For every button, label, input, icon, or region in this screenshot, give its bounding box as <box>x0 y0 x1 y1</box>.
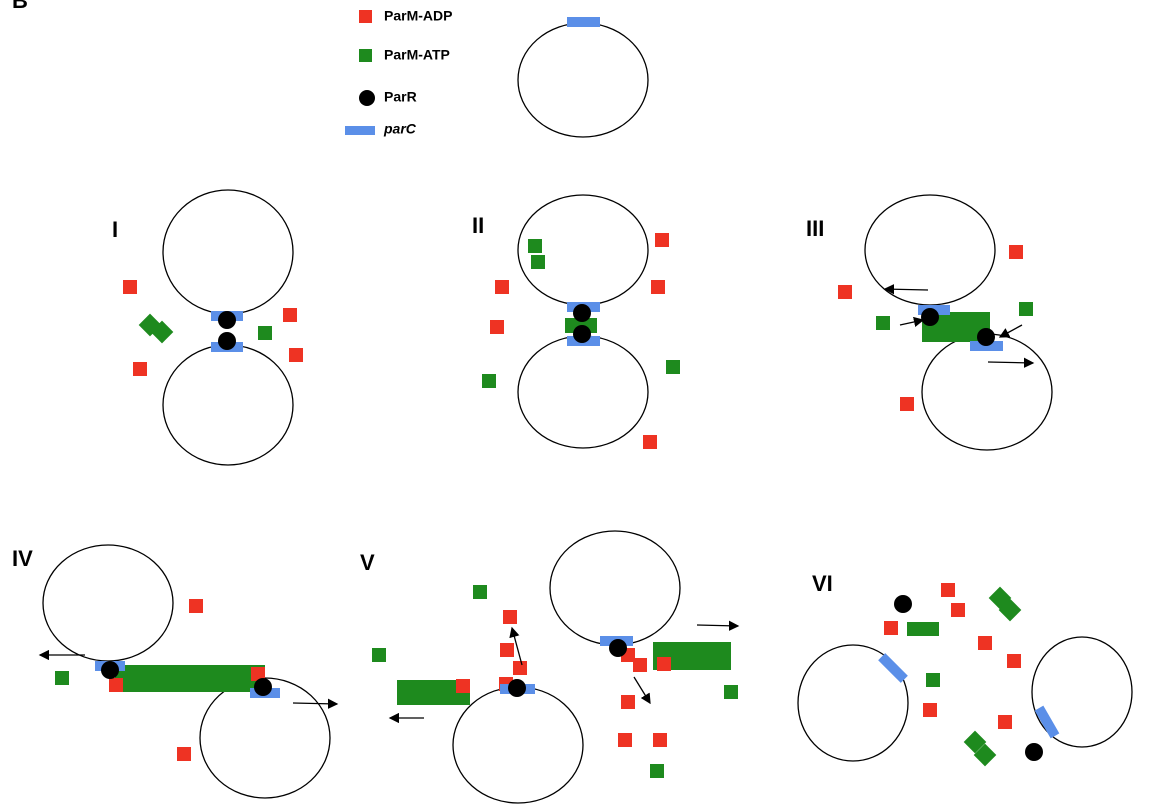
parc-site <box>567 17 600 27</box>
parm-atp <box>482 374 496 388</box>
plasmid <box>163 345 293 465</box>
parm-adp <box>500 643 514 657</box>
plasmid <box>518 336 648 448</box>
plasmid <box>163 190 293 314</box>
parm-adp <box>123 280 137 294</box>
parm-adp <box>923 703 937 717</box>
plasmid <box>518 23 648 137</box>
parc-site <box>1035 706 1060 739</box>
parr <box>508 679 526 697</box>
arrow <box>1000 325 1022 337</box>
parm-adp <box>289 348 303 362</box>
parm-atp <box>650 764 664 778</box>
stage-label: I <box>112 217 118 242</box>
arrow <box>697 625 738 626</box>
parm-adp <box>1009 245 1023 259</box>
parm-adp <box>621 695 635 709</box>
parm-adp <box>503 610 517 624</box>
parm-adp <box>133 362 147 376</box>
parm-atp <box>473 585 487 599</box>
parm-atp <box>1019 302 1033 316</box>
legend-swatch <box>359 10 372 23</box>
parr <box>218 311 236 329</box>
parm-adp <box>189 599 203 613</box>
parm-atp <box>724 685 738 699</box>
parm-atp-filament <box>907 622 939 636</box>
parr <box>101 661 119 679</box>
parm-atp <box>372 648 386 662</box>
legend-label: ParM-ATP <box>384 47 450 63</box>
parr <box>609 639 627 657</box>
legend-label: ParR <box>384 89 417 105</box>
parm-adp <box>643 435 657 449</box>
plasmid <box>550 531 680 645</box>
parm-adp <box>513 661 527 675</box>
parm-adp <box>109 678 123 692</box>
parr <box>921 308 939 326</box>
legend-swatch <box>359 49 372 62</box>
parm-adp <box>998 715 1012 729</box>
parm-adp <box>283 308 297 322</box>
parm-adp <box>651 280 665 294</box>
stage-label: VI <box>812 571 833 596</box>
parr <box>218 332 236 350</box>
legend-swatch <box>359 90 375 106</box>
parm-atp <box>258 326 272 340</box>
parm-atp <box>531 255 545 269</box>
stage-label: III <box>806 216 824 241</box>
parm-adp <box>633 658 647 672</box>
parm-adp <box>653 733 667 747</box>
stage-label: V <box>360 550 375 575</box>
parm-adp <box>456 679 470 693</box>
parm-adp <box>978 636 992 650</box>
arrow <box>900 320 923 325</box>
parr <box>573 325 591 343</box>
parm-adp <box>838 285 852 299</box>
parr <box>254 678 272 696</box>
parm-adp <box>657 657 671 671</box>
legend: ParM-ADP ParM-ATP ParR parC <box>345 8 452 137</box>
parr <box>977 328 995 346</box>
plasmid <box>922 334 1052 450</box>
stage-label: II <box>472 213 484 238</box>
arrow <box>634 677 650 703</box>
parr <box>573 304 591 322</box>
parm-atp <box>528 239 542 253</box>
stage-label: IV <box>12 546 33 571</box>
parm-adp <box>177 747 191 761</box>
parm-adp <box>495 280 509 294</box>
parm-adp <box>490 320 504 334</box>
parm-adp <box>900 397 914 411</box>
parm-adp <box>941 583 955 597</box>
parm-atp <box>876 316 890 330</box>
plasmid <box>43 545 173 661</box>
parm-atp <box>926 673 940 687</box>
arrow <box>885 289 928 290</box>
arrow <box>293 703 337 704</box>
panel-label: B <box>12 0 28 13</box>
legend-swatch <box>345 126 375 135</box>
parm-adp <box>884 621 898 635</box>
plasmid <box>453 687 583 803</box>
parm-atp-filament <box>115 665 265 692</box>
parm-adp <box>655 233 669 247</box>
parm-adp <box>951 603 965 617</box>
diagram: B ParM-ADP ParM-ATP ParR parC I II III I… <box>0 0 1159 807</box>
arrow <box>988 362 1033 363</box>
legend-label: parC <box>383 121 417 137</box>
parm-atp <box>666 360 680 374</box>
parm-adp <box>1007 654 1021 668</box>
parc-site <box>878 653 908 683</box>
legend-label: ParM-ADP <box>384 8 452 24</box>
parr <box>894 595 912 613</box>
parm-atp <box>55 671 69 685</box>
parm-adp <box>618 733 632 747</box>
parr <box>1025 743 1043 761</box>
plasmid <box>865 195 995 305</box>
